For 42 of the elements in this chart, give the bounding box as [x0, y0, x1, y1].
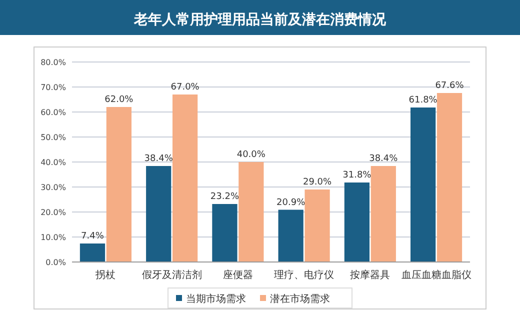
legend-label: 潜在市场需求: [270, 293, 330, 305]
bar: [80, 244, 106, 262]
bar: [278, 210, 304, 262]
y-tick-label: 20.0%: [40, 208, 66, 217]
x-tick-label: 拐杖: [94, 269, 116, 281]
data-label: 29.0%: [302, 178, 332, 188]
chart-title: 老年人常用护理用品当前及潜在消费情况: [133, 11, 387, 28]
bar: [146, 166, 172, 262]
bar: [212, 204, 238, 262]
data-label: 38.4%: [369, 154, 398, 164]
y-tick-label: 70.0%: [40, 83, 66, 92]
data-label: 38.4%: [144, 154, 174, 164]
y-tick-label: 60.0%: [40, 108, 66, 117]
x-tick-label: 按摩器具: [350, 269, 390, 281]
x-tick-label: 座便器: [222, 269, 253, 281]
data-label: 23.2%: [210, 192, 240, 202]
data-label: 61.8%: [408, 96, 438, 106]
data-label: 62.0%: [104, 95, 134, 105]
legend-label: 当期市场需求: [186, 293, 246, 305]
y-tick-label: 10.0%: [40, 233, 66, 242]
y-tick-label: 0.0%: [46, 258, 66, 267]
bar: [304, 190, 330, 262]
y-tick-label: 40.0%: [40, 158, 66, 167]
data-label: 31.8%: [342, 170, 372, 180]
data-label: 67.0%: [170, 82, 200, 92]
x-tick-label: 理疗、电疗仪: [274, 269, 334, 281]
x-tick-label: 假牙及清洁剂: [142, 269, 202, 281]
bar: [172, 94, 198, 262]
bar: [344, 182, 370, 262]
bar: [370, 166, 396, 262]
bar: [106, 107, 132, 262]
data-label: 20.9%: [276, 198, 306, 208]
bar: [238, 162, 264, 262]
y-tick-label: 80.0%: [40, 58, 66, 67]
y-tick-label: 30.0%: [40, 183, 66, 192]
data-label: 67.6%: [435, 81, 464, 91]
bar: [436, 93, 462, 262]
bar: [410, 108, 436, 262]
data-label: 40.0%: [236, 150, 266, 160]
x-tick-label: 血压血糖血脂仪: [401, 269, 472, 281]
data-label: 7.4%: [81, 232, 104, 242]
y-tick-label: 50.0%: [40, 133, 66, 142]
